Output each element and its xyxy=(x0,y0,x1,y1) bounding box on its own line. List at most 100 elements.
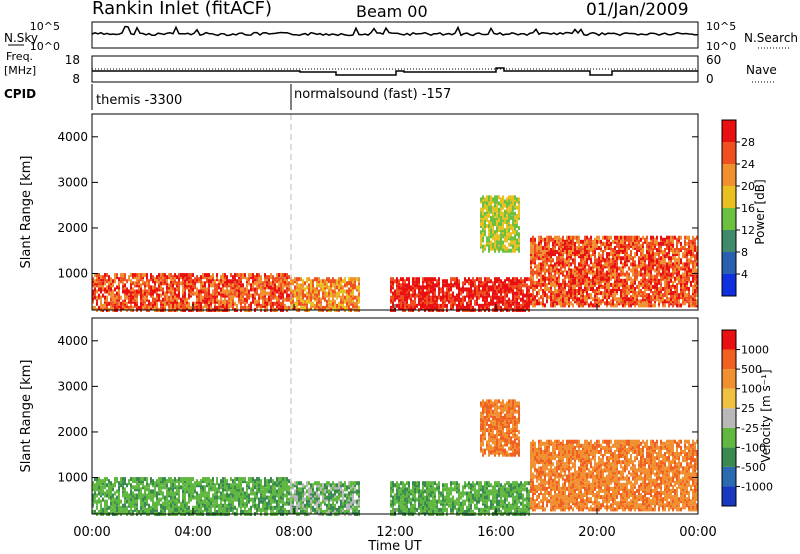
power-cell xyxy=(632,245,634,250)
power-cell xyxy=(572,239,574,244)
power-cell xyxy=(640,258,642,263)
power-cell xyxy=(538,235,540,240)
power-cell xyxy=(392,285,394,290)
power-cell xyxy=(460,301,462,306)
power-cell xyxy=(682,289,684,294)
power-cell xyxy=(512,295,514,300)
velocity-cell xyxy=(130,497,132,502)
power-cell xyxy=(530,284,532,289)
velocity-cell xyxy=(172,487,174,492)
power-cell xyxy=(598,245,600,250)
power-cell xyxy=(652,278,654,283)
power-cell xyxy=(356,295,358,300)
power-cell xyxy=(278,303,280,308)
power-cell xyxy=(576,276,578,281)
power-cell xyxy=(588,278,590,283)
power-cell xyxy=(174,299,176,304)
power-cell xyxy=(190,277,192,282)
power-cell xyxy=(492,299,494,304)
power-cell xyxy=(608,291,610,296)
power-cell xyxy=(280,275,282,280)
power-cell xyxy=(510,248,512,253)
power-cell xyxy=(460,291,462,296)
power-cell xyxy=(600,245,602,250)
power-cell xyxy=(548,258,550,263)
velocity-cell xyxy=(156,501,158,506)
power-cell xyxy=(474,287,476,292)
power-cell xyxy=(244,291,246,296)
power-cell xyxy=(494,305,496,310)
power-cell xyxy=(440,295,442,300)
power-cell xyxy=(568,301,570,306)
power-cell xyxy=(206,293,208,298)
power-cell xyxy=(108,277,110,282)
velocity-cell xyxy=(108,489,110,494)
power-cell xyxy=(296,285,298,290)
power-cell xyxy=(284,279,286,284)
power-cell xyxy=(606,278,608,283)
power-cell xyxy=(496,197,498,202)
power-cell xyxy=(236,283,238,288)
power-cell xyxy=(680,235,682,240)
power-cell xyxy=(486,236,488,241)
power-cell xyxy=(518,301,520,306)
power-cell xyxy=(400,301,402,306)
power-cell xyxy=(486,205,488,210)
power-cell xyxy=(580,262,582,267)
power-cell xyxy=(182,299,184,304)
power-cell xyxy=(288,305,290,310)
power-cell xyxy=(582,276,584,281)
power-cell xyxy=(462,289,464,294)
power-cell xyxy=(174,303,176,308)
power-cell xyxy=(652,303,654,308)
power-cell xyxy=(306,295,308,300)
power-cell xyxy=(170,297,172,302)
power-cell xyxy=(200,285,202,290)
power-cell xyxy=(290,301,292,306)
power-cell xyxy=(590,278,592,283)
power-cell xyxy=(694,254,696,259)
power-cell xyxy=(132,273,134,278)
power-cell xyxy=(270,291,272,296)
power-cell xyxy=(622,241,624,246)
power-cell xyxy=(220,291,222,296)
power-cell xyxy=(352,303,354,308)
power-cell xyxy=(406,277,408,282)
power-cell xyxy=(488,228,490,233)
power-cell xyxy=(624,299,626,304)
power-cell xyxy=(330,285,332,290)
power-cell xyxy=(632,295,634,300)
velocity-cell xyxy=(140,509,142,514)
power-cell xyxy=(350,299,352,304)
power-cell xyxy=(324,295,326,300)
power-cell xyxy=(434,305,436,310)
power-cell xyxy=(442,295,444,300)
power-cell xyxy=(674,248,676,253)
power-cell xyxy=(504,236,506,241)
power-cell xyxy=(166,275,168,280)
power-cell xyxy=(324,287,326,292)
power-cell xyxy=(560,293,562,298)
power-cell xyxy=(646,295,648,300)
power-cell xyxy=(210,305,212,310)
power-cell xyxy=(186,303,188,308)
power-cell xyxy=(498,246,500,251)
power-cell xyxy=(676,268,678,273)
power-cell xyxy=(512,238,514,243)
power-cell xyxy=(192,279,194,284)
power-cell xyxy=(550,272,552,277)
power-cell xyxy=(466,293,468,298)
power-cell xyxy=(512,293,514,298)
power-cell xyxy=(342,285,344,290)
power-cell xyxy=(264,299,266,304)
power-cell xyxy=(508,197,510,202)
power-cell xyxy=(216,283,218,288)
power-cell xyxy=(686,299,688,304)
power-cell xyxy=(654,299,656,304)
power-cell xyxy=(636,237,638,242)
power-cell xyxy=(418,285,420,290)
power-cell xyxy=(470,299,472,304)
power-cell xyxy=(260,281,262,286)
power-cell xyxy=(608,280,610,285)
power-cell xyxy=(658,286,660,291)
